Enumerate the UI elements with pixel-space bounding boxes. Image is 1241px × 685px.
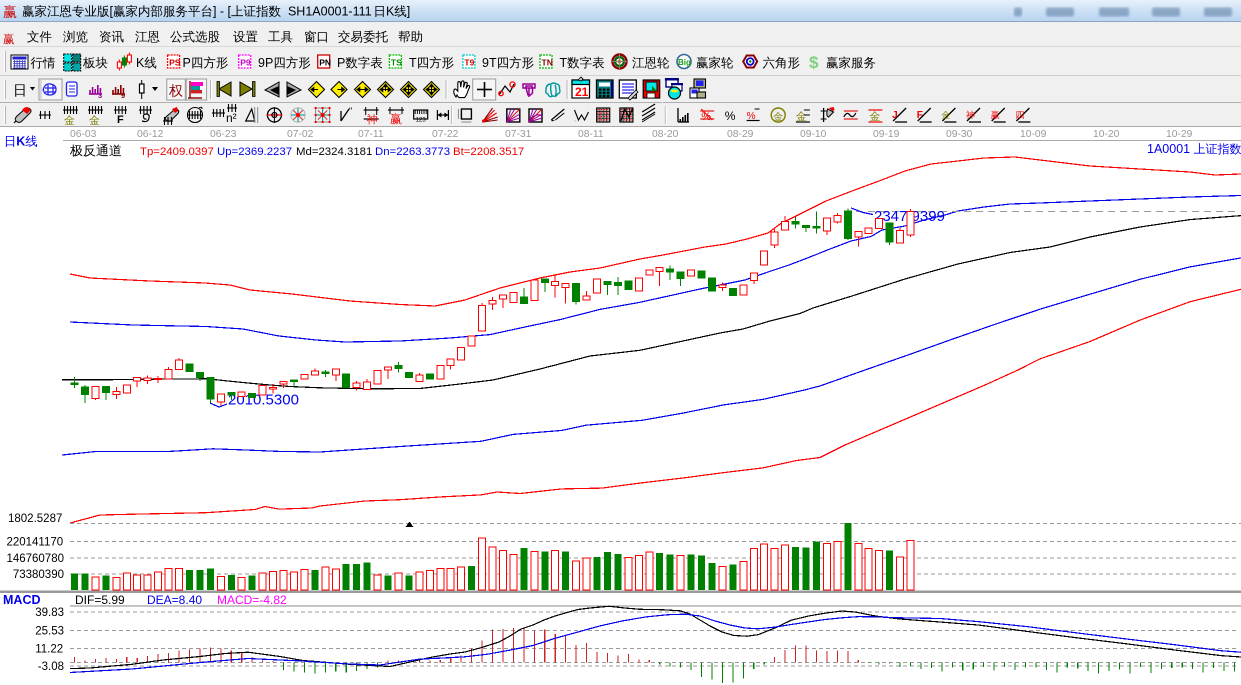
svg-text:09-30: 09-30 (946, 129, 973, 140)
svg-text:Bt=2208.3517: Bt=2208.3517 (453, 146, 524, 158)
svg-text:08-20: 08-20 (652, 129, 679, 140)
svg-text:08-29: 08-29 (727, 129, 754, 140)
svg-text:10-20: 10-20 (1093, 129, 1120, 140)
svg-text:F: F (917, 110, 923, 121)
svg-text:]: ] (213, 5, 216, 19)
svg-text:$: $ (809, 53, 819, 72)
svg-text:09-19: 09-19 (873, 129, 900, 140)
svg-text:11.22: 11.22 (35, 643, 63, 655)
svg-text:TN: TN (542, 58, 553, 68)
svg-text:[: [ (110, 5, 114, 19)
svg-text:F: F (117, 114, 124, 126)
svg-text:39.83: 39.83 (35, 607, 64, 619)
svg-text:K: K (386, 5, 395, 19)
svg-text:06-03: 06-03 (70, 129, 97, 140)
svg-text:1802.5287: 1802.5287 (8, 513, 62, 525)
svg-text:DEA=8.40: DEA=8.40 (147, 593, 202, 607)
svg-text:9: 9 (121, 91, 125, 100)
svg-text:9P: 9P (258, 56, 273, 70)
svg-text:K: K (16, 135, 25, 149)
svg-text:T: T (560, 56, 568, 70)
svg-text:]: ] (407, 5, 410, 19)
svg-text:%: % (701, 111, 711, 123)
svg-text:07-02: 07-02 (287, 129, 314, 140)
svg-text:": " (349, 106, 352, 116)
svg-text:3: 3 (98, 91, 102, 100)
svg-text:%: % (747, 111, 756, 122)
svg-text:P: P (183, 56, 191, 70)
svg-text:SH1A0001-111: SH1A0001-111 (288, 5, 372, 19)
svg-text:10-09: 10-09 (1020, 129, 1047, 140)
svg-text:06-12: 06-12 (137, 129, 164, 140)
svg-text:10-29: 10-29 (1166, 129, 1193, 140)
svg-text:2010.5300: 2010.5300 (228, 392, 299, 409)
svg-text:MACD: MACD (3, 593, 41, 607)
svg-text:K: K (136, 56, 145, 70)
svg-text:146760780: 146760780 (6, 553, 64, 565)
svg-text:123: 123 (416, 118, 427, 124)
svg-text:Tp=2409.0397: Tp=2409.0397 (140, 146, 214, 158)
svg-text:Big: Big (678, 58, 691, 67)
svg-text:n²: n² (226, 111, 237, 125)
svg-text:%: % (725, 109, 736, 123)
svg-text:09-10: 09-10 (800, 129, 827, 140)
svg-text:TS: TS (391, 58, 402, 68)
svg-text:07-22: 07-22 (432, 129, 459, 140)
svg-text:P9: P9 (240, 58, 251, 68)
svg-text:21: 21 (575, 85, 589, 99)
svg-text:220141170: 220141170 (6, 537, 63, 549)
svg-text:-3.08: -3.08 (38, 661, 64, 673)
svg-text:P: P (337, 56, 345, 70)
svg-text:PN: PN (319, 58, 331, 68)
svg-text:T9: T9 (464, 58, 474, 68)
svg-text:73380390: 73380390 (13, 569, 64, 581)
svg-text:07-11: 07-11 (358, 129, 384, 140)
svg-text:08-11: 08-11 (578, 129, 604, 140)
svg-text:Up=2369.2237: Up=2369.2237 (217, 146, 292, 158)
svg-text:Md=2324.3181: Md=2324.3181 (296, 146, 372, 158)
svg-text:1A0001: 1A0001 (1147, 142, 1190, 156)
svg-text:J: J (892, 110, 898, 121)
svg-text:-: - (220, 5, 224, 19)
svg-text:Dn=2263.3773: Dn=2263.3773 (375, 146, 450, 158)
svg-text:DIF=5.99: DIF=5.99 (75, 593, 125, 607)
svg-text:MACD=-4.82: MACD=-4.82 (217, 593, 287, 607)
svg-text:07-31: 07-31 (505, 129, 532, 140)
svg-text:[: [ (228, 5, 232, 19)
svg-text:06-23: 06-23 (210, 129, 237, 140)
svg-text:T: T (409, 56, 417, 70)
svg-text:9T: 9T (482, 56, 497, 70)
svg-text:25.53: 25.53 (35, 625, 64, 637)
svg-text:PS: PS (169, 58, 181, 68)
